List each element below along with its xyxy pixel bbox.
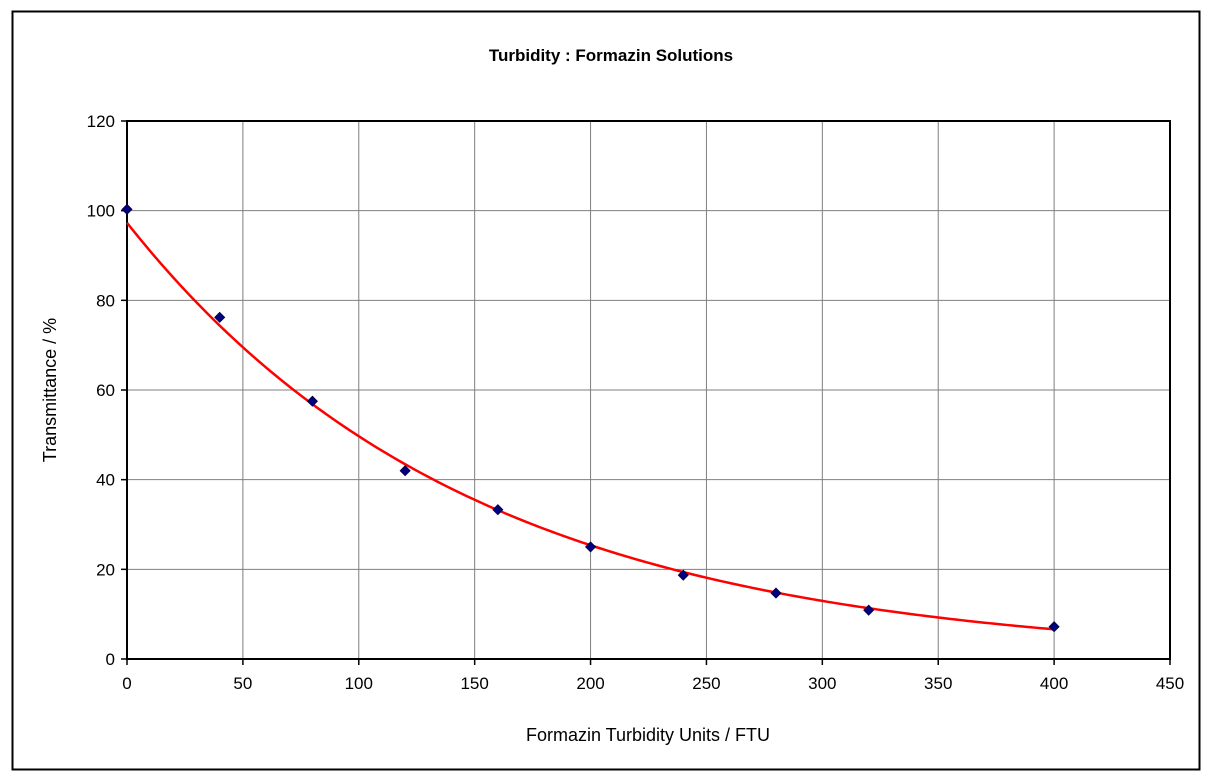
x-tick-label: 450: [1156, 674, 1184, 693]
data-point: [399, 465, 411, 477]
x-tick-label: 150: [460, 674, 488, 693]
x-tick-label: 50: [233, 674, 252, 693]
data-point: [770, 587, 782, 599]
y-tick-label: 40: [96, 471, 115, 490]
data-point: [677, 569, 689, 581]
x-tick-label: 0: [122, 674, 131, 693]
x-tick-label: 250: [692, 674, 720, 693]
axis-ticks: 0 50 100 150 200 250 300 350 400 450 0 20 40 60 80 100 1…: [87, 112, 1185, 693]
data-point: [214, 311, 226, 323]
x-tick-label: 350: [924, 674, 952, 693]
y-tick-label: 0: [106, 650, 115, 669]
x-tick-label: 100: [345, 674, 373, 693]
data-point: [492, 504, 504, 516]
data-point: [306, 395, 318, 407]
x-tick-label: 300: [808, 674, 836, 693]
y-tick-label: 100: [87, 202, 115, 221]
chart-title: Turbidity : Formazin Solutions: [489, 46, 733, 65]
y-tick-label: 20: [96, 560, 115, 579]
y-tick-label: 80: [96, 291, 115, 310]
data-point: [1048, 621, 1060, 633]
y-axis-title: Transmittance / %: [40, 318, 60, 462]
grid-lines: [127, 121, 1170, 659]
x-axis-title: Formazin Turbidity Units / FTU: [526, 725, 770, 745]
data-points: [121, 203, 1060, 633]
y-tick-label: 60: [96, 381, 115, 400]
x-tick-label: 400: [1040, 674, 1068, 693]
x-tick-label: 200: [576, 674, 604, 693]
data-point: [121, 203, 133, 215]
data-point: [863, 604, 875, 616]
y-tick-label: 120: [87, 112, 115, 131]
data-point: [584, 541, 597, 553]
